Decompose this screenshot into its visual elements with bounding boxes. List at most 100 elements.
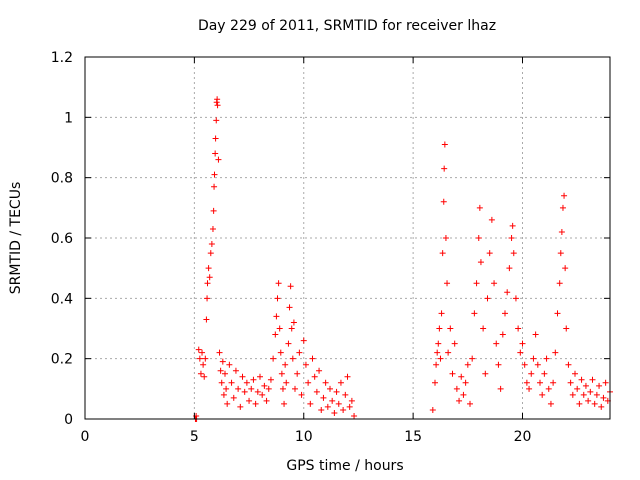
data-point <box>263 397 270 404</box>
data-point <box>491 280 498 287</box>
data-point <box>576 400 583 407</box>
data-point <box>598 403 605 410</box>
data-point <box>521 361 528 368</box>
data-point <box>589 376 596 383</box>
data-point <box>222 370 228 377</box>
data-point <box>201 373 208 380</box>
data-point <box>602 379 609 386</box>
data-point <box>509 222 516 229</box>
data-point <box>265 385 272 392</box>
x-axis-label: GPS time / hours <box>286 458 403 474</box>
data-point <box>212 135 219 142</box>
data-point <box>434 349 441 356</box>
data-point <box>545 385 552 392</box>
data-points <box>192 96 613 422</box>
data-point <box>475 235 482 241</box>
data-point <box>556 280 563 287</box>
data-point <box>289 355 296 362</box>
data-point <box>348 397 355 404</box>
data-point <box>322 379 329 386</box>
data-point <box>351 412 358 419</box>
data-point <box>499 331 506 338</box>
data-point <box>305 379 312 386</box>
data-point <box>512 295 519 302</box>
data-point <box>318 406 325 413</box>
data-point <box>230 394 237 401</box>
y-tick-label: 0.4 <box>51 291 73 307</box>
data-point <box>309 355 316 362</box>
data-point <box>294 370 301 377</box>
data-point <box>574 385 581 392</box>
data-point <box>203 316 210 323</box>
data-point <box>208 241 215 248</box>
data-point <box>488 216 495 223</box>
data-point <box>591 400 598 407</box>
data-point <box>261 382 268 389</box>
data-point <box>543 355 550 362</box>
data-point <box>464 361 471 368</box>
data-point <box>273 313 280 320</box>
data-point <box>456 397 463 404</box>
data-point <box>335 400 342 407</box>
data-point <box>320 394 327 401</box>
data-point <box>196 355 203 362</box>
data-point <box>211 183 218 190</box>
data-point <box>600 394 607 401</box>
data-point <box>471 310 478 317</box>
data-point <box>441 165 448 172</box>
data-point <box>282 361 289 368</box>
data-point <box>559 204 566 211</box>
data-point <box>212 150 219 157</box>
data-point <box>327 385 333 392</box>
data-point <box>205 265 212 272</box>
data-point <box>449 370 456 377</box>
data-point <box>473 280 480 287</box>
y-tick-label: 0 <box>64 412 73 428</box>
data-point <box>288 325 295 332</box>
data-point <box>476 204 483 211</box>
x-tick-label: 15 <box>404 429 422 445</box>
data-point <box>517 349 524 356</box>
data-point <box>257 373 263 380</box>
data-point <box>197 370 204 377</box>
data-point <box>270 355 277 362</box>
data-point <box>515 325 522 332</box>
data-point <box>469 355 476 362</box>
data-point <box>228 379 235 386</box>
data-point <box>290 319 297 326</box>
y-axis-label: SRMTID / TECUs <box>8 182 24 295</box>
data-point <box>552 349 559 356</box>
data-point <box>237 403 244 410</box>
chart-title: Day 229 of 2011, SRMTID for receiver lha… <box>198 18 496 34</box>
data-point <box>482 370 489 377</box>
data-point <box>281 400 288 407</box>
y-tick-label: 0.6 <box>51 231 73 247</box>
data-point <box>277 349 284 356</box>
data-point <box>429 406 436 413</box>
data-point <box>313 388 320 395</box>
data-point <box>433 361 440 368</box>
data-point <box>337 379 344 386</box>
data-point <box>204 295 211 302</box>
data-point <box>596 382 603 389</box>
data-point <box>226 361 233 368</box>
y-tick-label: 1 <box>64 110 73 126</box>
data-point <box>495 361 502 368</box>
data-point <box>259 391 266 398</box>
data-point <box>447 325 454 332</box>
data-point <box>213 117 220 124</box>
data-point <box>547 400 554 407</box>
data-point <box>300 337 307 344</box>
data-point <box>329 397 336 404</box>
data-point <box>248 385 255 392</box>
data-point <box>441 141 448 148</box>
data-point <box>453 385 460 392</box>
data-point <box>558 228 565 235</box>
data-point <box>340 406 347 413</box>
data-point <box>432 379 438 386</box>
data-point <box>437 355 444 362</box>
data-point <box>243 379 250 386</box>
grid <box>85 57 610 419</box>
data-point <box>302 361 309 368</box>
